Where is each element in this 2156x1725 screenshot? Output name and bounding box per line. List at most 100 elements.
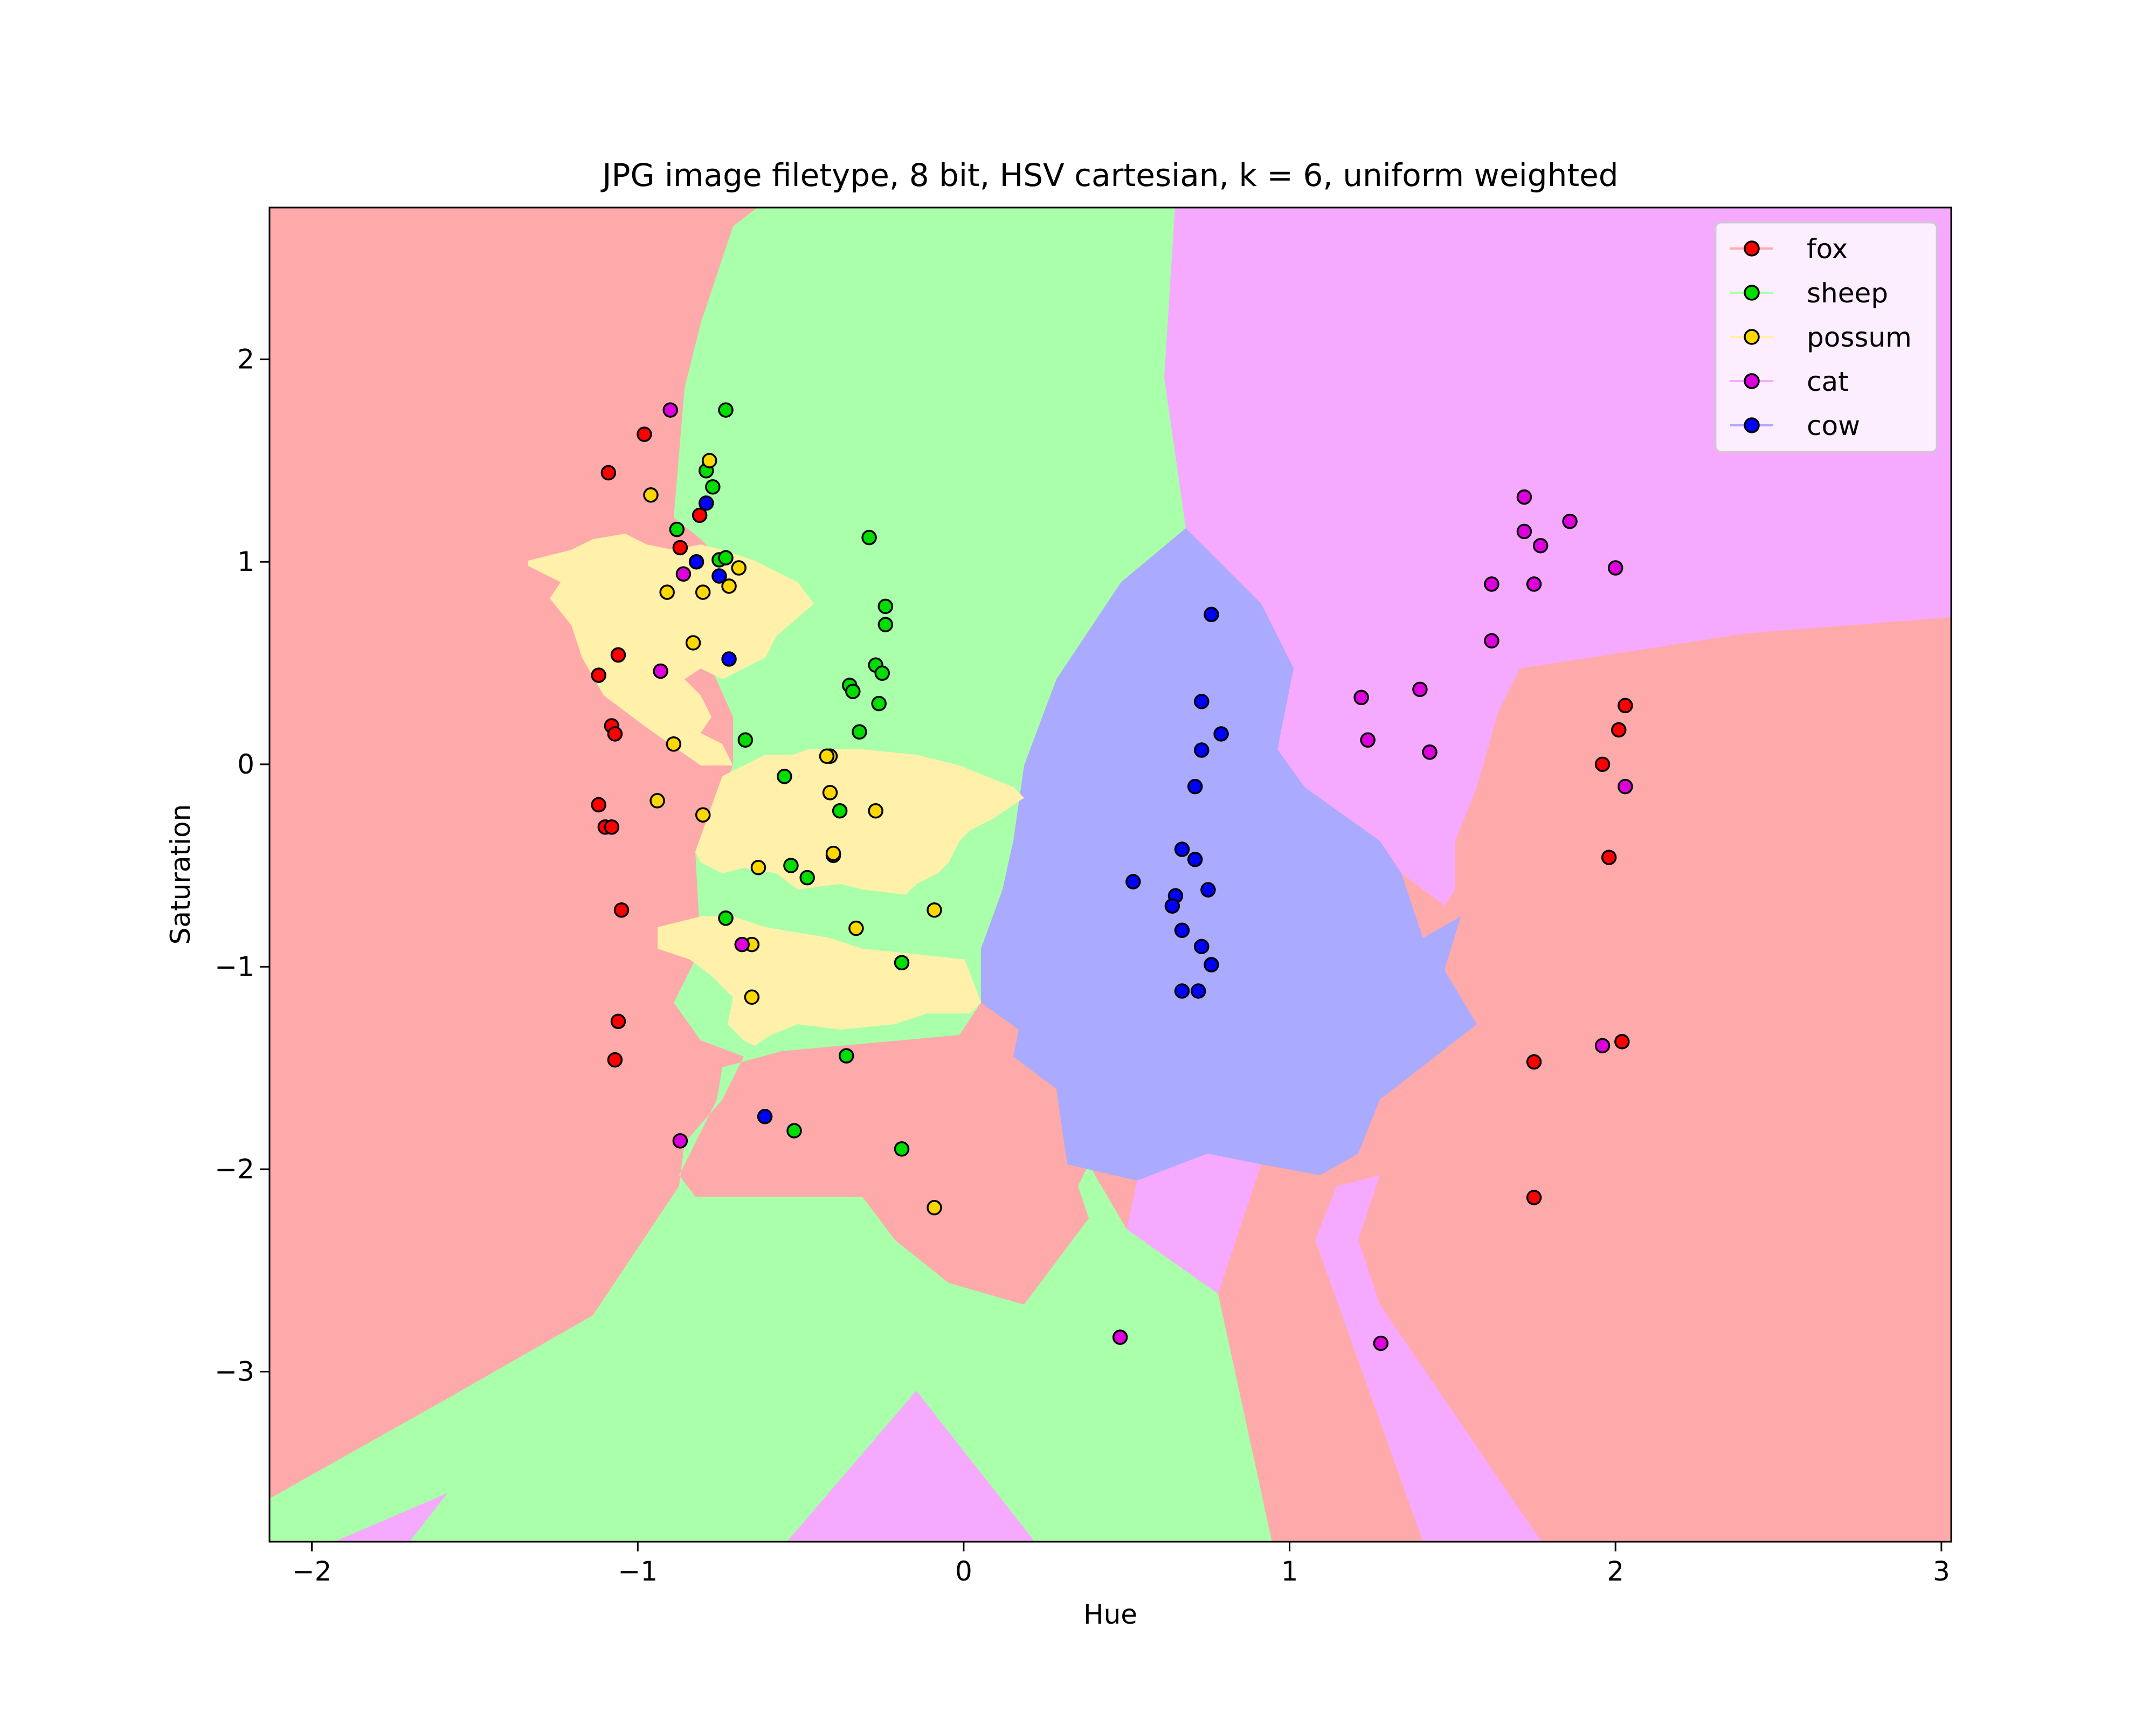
fox-point xyxy=(1614,1034,1630,1050)
cat-point xyxy=(675,566,692,582)
y-tick-label: −1 xyxy=(215,951,254,982)
fox-point xyxy=(610,1013,626,1030)
cow-point xyxy=(1174,983,1190,999)
cat-point xyxy=(1526,576,1542,592)
cow-point xyxy=(698,495,714,511)
possum-point xyxy=(685,635,701,651)
fox-point xyxy=(591,797,606,813)
sheep-region-center xyxy=(270,208,1272,1542)
fox-point xyxy=(1526,1054,1542,1070)
cow-point xyxy=(1187,852,1203,867)
possum-point xyxy=(744,989,760,1005)
cat-point xyxy=(734,936,750,953)
legend-marker-fox xyxy=(1744,240,1760,257)
cow-region xyxy=(981,528,1477,1181)
sheep-point xyxy=(669,521,685,537)
legend-marker-cat xyxy=(1744,373,1760,389)
plot-frame xyxy=(268,206,1952,1543)
legend-box xyxy=(1715,222,1938,453)
cat-point xyxy=(1360,732,1376,748)
fox-point xyxy=(1601,850,1617,865)
y-tick-label: −3 xyxy=(215,1356,254,1388)
cow-point xyxy=(1174,841,1190,857)
legend-label-cow: cow xyxy=(1807,410,1860,441)
cow-point xyxy=(1204,606,1219,623)
sheep-point xyxy=(877,598,894,615)
y-tick-label: −2 xyxy=(215,1154,254,1185)
cat-region-bottom-strip xyxy=(1315,1175,1542,1542)
cat-point xyxy=(1607,560,1623,576)
fox-point xyxy=(610,647,626,663)
cow-point xyxy=(1194,939,1210,955)
cat-point xyxy=(1516,523,1532,540)
legend-marker-possum xyxy=(1744,329,1760,345)
legend-label-sheep: sheep xyxy=(1807,278,1888,309)
cow-point xyxy=(1200,882,1216,898)
possum-point xyxy=(659,584,675,600)
sheep-point xyxy=(832,803,848,819)
cat-point xyxy=(662,402,678,418)
data-points xyxy=(591,402,1633,1351)
cat-region-bottom-left xyxy=(787,1391,1035,1542)
possum-point xyxy=(721,578,737,594)
legend-label-fox: fox xyxy=(1807,233,1848,265)
fox-point xyxy=(607,726,623,742)
sheep-point xyxy=(894,1141,910,1157)
cow-point xyxy=(711,568,727,584)
cow-point xyxy=(1164,898,1180,914)
possum-point xyxy=(927,1200,942,1216)
fox-point xyxy=(1594,756,1611,772)
sheep-point xyxy=(783,858,799,873)
possum-point xyxy=(825,845,841,861)
sheep-point xyxy=(718,550,734,565)
x-axis-label: Hue xyxy=(1083,1599,1137,1630)
sheep-point xyxy=(777,769,792,784)
y-tick-label: 0 xyxy=(237,749,254,780)
legend-marker-cow xyxy=(1744,417,1760,433)
x-tick-label: 2 xyxy=(1607,1556,1624,1587)
possum-point xyxy=(848,920,864,936)
sheep-point xyxy=(845,684,861,699)
sheep-point xyxy=(874,665,890,681)
fox-point xyxy=(637,426,652,442)
decision-regions xyxy=(270,208,1951,1542)
fox-point xyxy=(1611,722,1627,738)
cow-point xyxy=(757,1109,773,1124)
y-axis-label: Saturation xyxy=(165,804,196,945)
sheep-point xyxy=(786,1123,802,1138)
fox-point xyxy=(613,902,630,918)
possum-point xyxy=(750,860,766,875)
cow-point xyxy=(1194,742,1210,758)
y-tick-label: 1 xyxy=(237,546,254,577)
cat-point xyxy=(672,1133,688,1149)
cat-point xyxy=(1484,576,1499,592)
cat-point xyxy=(1353,689,1369,706)
legend-label-possum: possum xyxy=(1807,322,1912,353)
sheep-point xyxy=(718,910,734,926)
sheep-point xyxy=(799,870,815,886)
fox-point xyxy=(604,819,620,835)
cat-point xyxy=(1516,489,1532,505)
sheep-point xyxy=(838,1048,854,1064)
cat-region-corner xyxy=(334,1493,447,1542)
fox-point xyxy=(591,667,606,683)
possum-point xyxy=(666,736,682,752)
x-tick-label: 1 xyxy=(1281,1556,1298,1587)
fox-region-lower-center xyxy=(1218,1154,1423,1542)
fox-point xyxy=(1526,1190,1542,1205)
cat-point xyxy=(1412,681,1428,698)
legend: fox sheep possum cat cow xyxy=(1715,222,1938,453)
cat-region-lower-center xyxy=(1127,1154,1261,1294)
cat-point xyxy=(1373,1335,1389,1351)
possum-point xyxy=(695,807,711,823)
possum-point xyxy=(868,803,883,819)
sheep-point xyxy=(705,479,721,495)
possum-point xyxy=(702,453,717,468)
sheep-point xyxy=(894,955,910,971)
possum-point xyxy=(731,560,747,576)
cow-point xyxy=(1194,694,1210,709)
chart-title: JPG image filetype, 8 bit, HSV cartesian… xyxy=(600,157,1618,194)
sheep-point xyxy=(718,402,734,418)
sheep-point xyxy=(737,732,754,748)
